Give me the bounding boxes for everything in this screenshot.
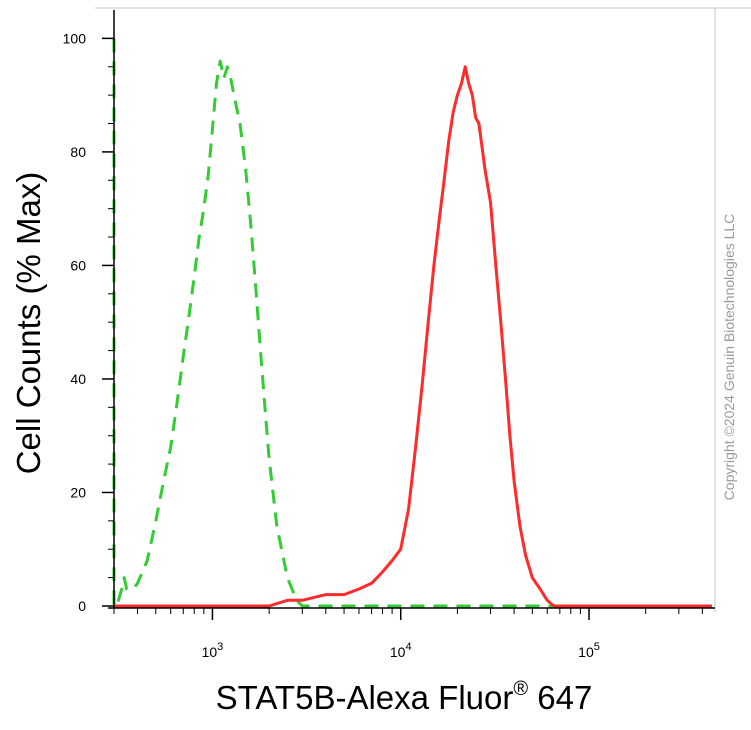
x-tick-label: 105: [578, 641, 600, 660]
histogram-series-2: [114, 65, 712, 608]
x-tick-label-base: 10: [202, 644, 218, 660]
x-tick-label-exponent: 4: [405, 641, 411, 653]
copyright-watermark: Copyright ©2024 Genuin Biotechnologies L…: [721, 214, 737, 501]
y-axis-title: Cell Counts (% Max): [10, 172, 47, 475]
y-tick-label: 20: [70, 484, 86, 500]
x-tick-label-base: 10: [390, 644, 406, 660]
histogram-series-1: [112, 38, 712, 608]
x-axis-title-main: STAT5B-Alexa Fluor: [216, 679, 514, 716]
x-tick-label-exponent: 5: [594, 641, 600, 653]
x-tick-label-exponent: 3: [217, 641, 223, 653]
y-tick-label: 60: [70, 257, 86, 273]
y-tick-label: 40: [70, 371, 86, 387]
x-axis-title-registered-mark: ®: [513, 678, 528, 700]
x-axis-title: STAT5B-Alexa Fluor® 647: [216, 678, 593, 716]
x-tick-label-base: 10: [578, 644, 594, 660]
x-axis-title-suffix: 647: [528, 679, 592, 716]
x-tick-label: 103: [202, 641, 224, 660]
y-tick-label: 80: [70, 144, 86, 160]
y-tick-label: 100: [63, 30, 87, 46]
plot-area: [112, 38, 712, 608]
y-tick-label: 0: [78, 598, 86, 614]
x-tick-label: 104: [390, 641, 412, 660]
